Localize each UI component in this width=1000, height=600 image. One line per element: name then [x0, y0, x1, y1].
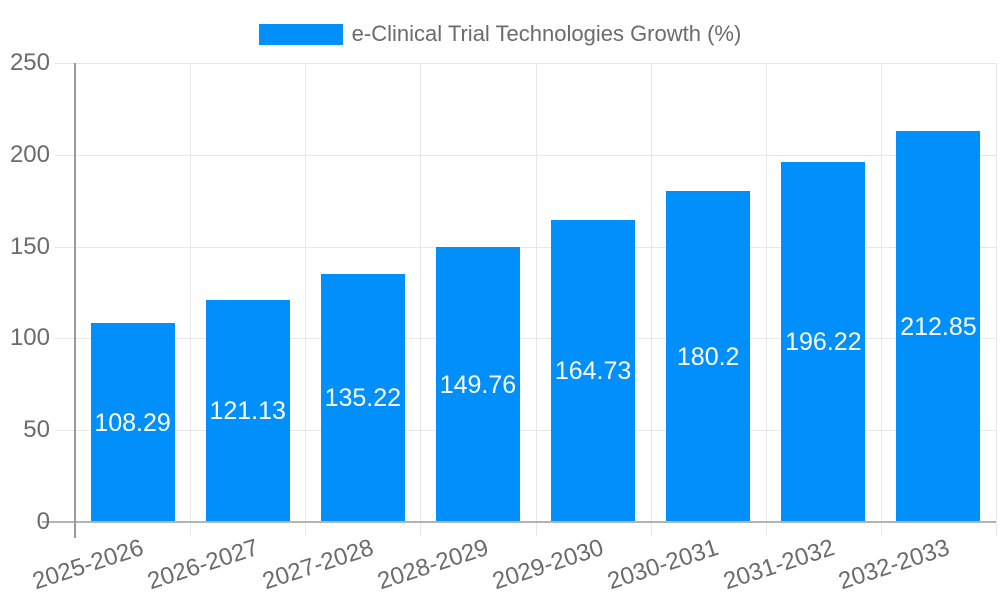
y-axis-line: [74, 63, 76, 538]
x-tick-label: 2027-2028: [259, 534, 377, 596]
gridline-vertical: [535, 63, 537, 536]
legend-item[interactable]: e-Clinical Trial Technologies Growth (%): [0, 21, 1000, 47]
bar[interactable]: [781, 161, 866, 521]
bar-value-label: 164.73: [554, 356, 632, 385]
bar-value-label: 212.85: [900, 312, 977, 341]
gridline-vertical: [880, 63, 882, 536]
bar[interactable]: [896, 131, 981, 521]
x-tick-label: 2032-2033: [834, 534, 953, 596]
y-tick-label: 250: [9, 49, 50, 76]
x-tick-label: 2028-2029: [374, 534, 492, 596]
gridline-vertical: [420, 63, 422, 536]
x-tick-label: 2030-2031: [604, 534, 723, 596]
bar[interactable]: [320, 273, 405, 521]
gridline-vertical: [996, 63, 997, 536]
bar[interactable]: [551, 219, 636, 521]
x-tick-label: 2025-2026: [29, 534, 147, 596]
gridline-vertical: [190, 63, 192, 536]
legend-label: e-Clinical Trial Technologies Growth (%): [351, 21, 742, 46]
bar-value-label: 108.29: [94, 408, 171, 437]
bar[interactable]: [435, 247, 520, 521]
x-tick-label: 2029-2030: [489, 534, 608, 596]
gridline-horizontal: [55, 430, 996, 432]
gridline-horizontal: [55, 63, 996, 64]
x-tick-label: 2031-2032: [719, 534, 838, 596]
gridline-horizontal: [55, 246, 996, 248]
legend-marker: [258, 23, 343, 45]
bar-value-label: 149.76: [439, 370, 517, 399]
x-tick-label: 2026-2027: [144, 534, 262, 596]
bar-value-label: 180.2: [676, 342, 740, 371]
y-tick-label: 200: [9, 140, 50, 168]
y-tick-label: 100: [9, 324, 50, 352]
gridline-vertical: [650, 63, 652, 536]
gridline-horizontal: [55, 338, 996, 340]
x-axis-line: [42, 521, 996, 523]
bar-value-label: 196.22: [785, 327, 862, 356]
bar-value-label: 135.22: [324, 383, 402, 412]
y-tick-label: 0: [36, 508, 50, 535]
y-tick-label: 150: [9, 232, 50, 260]
bar[interactable]: [205, 299, 290, 521]
gridline-horizontal: [55, 154, 996, 156]
gridline-vertical: [765, 63, 767, 536]
bar[interactable]: [666, 191, 751, 521]
bar[interactable]: [90, 323, 175, 521]
gridline-vertical: [305, 63, 307, 536]
y-tick-label: 50: [23, 416, 50, 444]
bar-value-label: 121.13: [209, 396, 286, 425]
